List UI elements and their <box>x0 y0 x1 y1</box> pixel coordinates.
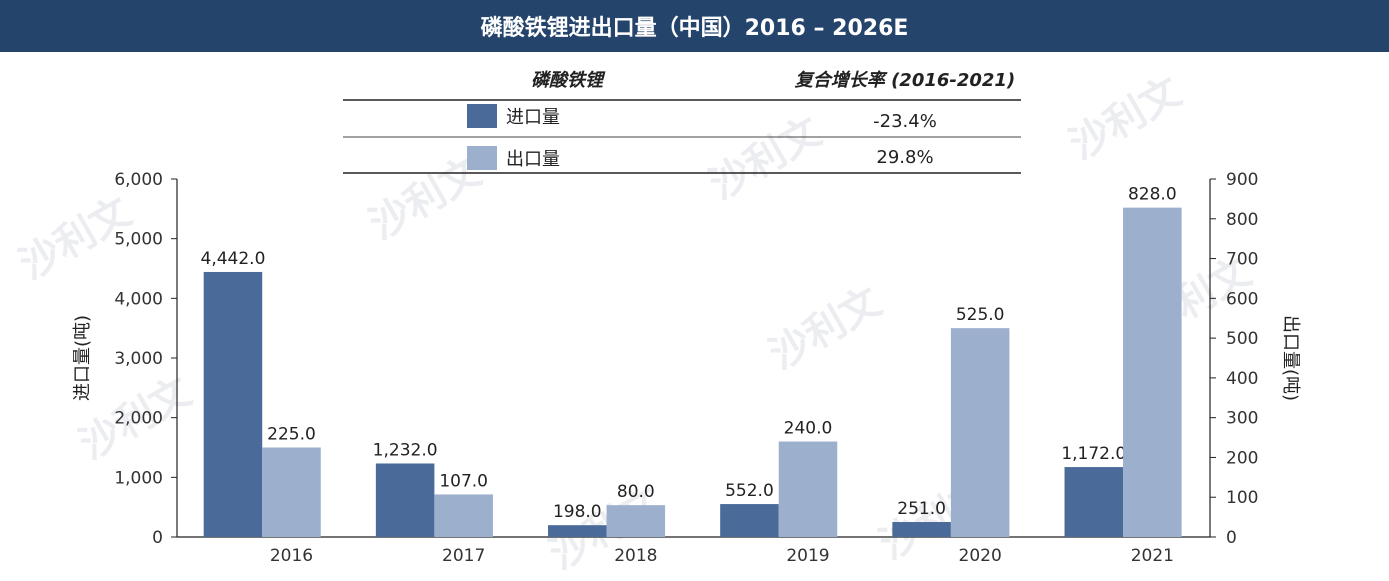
x-tick-label: 2016 <box>270 546 313 566</box>
bar-export <box>1123 207 1182 537</box>
data-label-import: 1,172.0 <box>1061 444 1126 464</box>
bar-import <box>1064 467 1124 537</box>
x-tick-label: 2017 <box>442 546 485 566</box>
y-left-tick-label: 0 <box>152 528 163 548</box>
data-label-export: 525.0 <box>956 305 1005 325</box>
bar-import <box>720 504 779 537</box>
watermark-text: 沙利文 <box>1062 69 1189 169</box>
bar-export <box>950 328 1010 537</box>
y-right-tick-label: 400 <box>1226 369 1258 389</box>
legend-swatch-import <box>467 104 497 128</box>
data-label-export: 828.0 <box>1128 185 1177 205</box>
y-left-tick-label: 2,000 <box>114 409 163 429</box>
legend-export-name: 出口量 <box>506 149 560 170</box>
legend-import-cagr: -23.4% <box>873 111 937 132</box>
data-label-import: 4,442.0 <box>201 249 266 269</box>
chart-title: 磷酸铁锂进出口量（中国）2016 – 2026E <box>0 0 1389 52</box>
x-tick-label: 2020 <box>959 546 1002 566</box>
legend-swatch-export <box>467 146 497 170</box>
data-label-export: 240.0 <box>784 419 833 439</box>
x-tick-label: 2019 <box>786 546 829 566</box>
y-right-tick-label: 300 <box>1226 409 1258 429</box>
x-tick-label: 2021 <box>1131 546 1174 566</box>
bar-export <box>778 441 838 537</box>
plot-area: 0 1,000 2,000 3,000 4,000 5,000 6,000 0 100 200 30… <box>114 170 1258 566</box>
x-tick-label: 2018 <box>614 546 657 566</box>
bar-export <box>434 494 493 537</box>
legend-table: 磷酸铁锂 复合增长率 (2016-2021) 进口量 -23.4% 出口量 29… <box>343 70 1021 174</box>
y-right-tick-label: 200 <box>1226 448 1258 468</box>
data-label-export: 225.0 <box>267 425 316 445</box>
data-label-import: 552.0 <box>725 481 774 501</box>
y-right-tick-label: 100 <box>1226 488 1258 508</box>
y-right-tick-label: 0 <box>1226 528 1237 548</box>
data-label-import: 1,232.0 <box>373 440 438 460</box>
bar-import <box>548 525 607 537</box>
bar-export <box>606 505 666 537</box>
y-left-tick-label: 5,000 <box>114 230 163 250</box>
y-right-tick-label: 600 <box>1226 289 1258 309</box>
y-left-tick-label: 6,000 <box>114 170 163 190</box>
bar-export <box>262 447 321 537</box>
y-axis-right-title: 出口量(吨) <box>1280 315 1301 401</box>
y-right-tick-label: 500 <box>1226 329 1258 349</box>
watermark-text: 沙利文 <box>762 279 889 379</box>
y-right-tick-label: 800 <box>1226 210 1258 230</box>
y-axis-left-title: 进口量(吨) <box>72 315 93 401</box>
bar-import <box>892 522 951 537</box>
legend-header-series: 磷酸铁锂 <box>531 70 606 91</box>
y-left-tick-label: 1,000 <box>114 468 163 488</box>
data-label-import: 251.0 <box>897 499 946 519</box>
y-left-tick-label: 4,000 <box>114 289 163 309</box>
bar-import <box>375 463 435 537</box>
legend-import-name: 进口量 <box>506 107 560 128</box>
data-label-import: 198.0 <box>553 502 602 522</box>
data-label-export: 80.0 <box>617 482 655 502</box>
legend-export-cagr: 29.8% <box>876 147 933 168</box>
data-label-export: 107.0 <box>439 471 488 491</box>
legend-header-cagr: 复合增长率 (2016-2021) <box>795 70 1015 91</box>
bar-import <box>203 271 263 537</box>
y-right-tick-label: 900 <box>1226 170 1258 190</box>
y-right-tick-label: 700 <box>1226 250 1258 270</box>
watermark-text: 沙利文 <box>702 109 829 209</box>
y-left-tick-label: 3,000 <box>114 349 163 369</box>
